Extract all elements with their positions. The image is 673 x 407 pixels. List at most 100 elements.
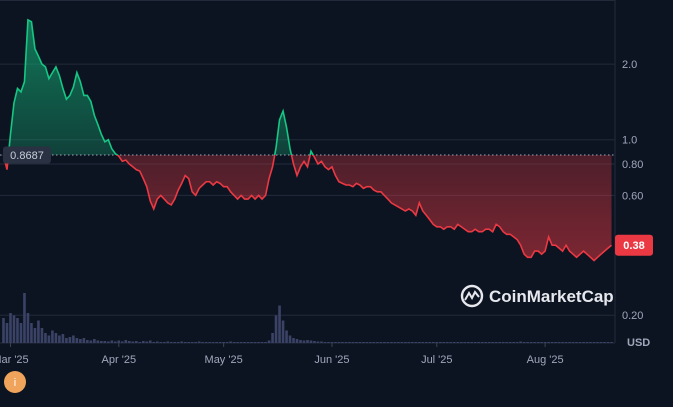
x-tick-label: May '25: [205, 354, 243, 366]
volume-bar: [564, 342, 568, 343]
volume-bar: [37, 320, 40, 343]
volume-bar: [452, 342, 456, 343]
volume-bar: [344, 342, 348, 343]
volume-bar: [383, 342, 386, 343]
volume-bar: [246, 342, 250, 343]
volume-bar: [466, 342, 470, 343]
volume-bar: [320, 341, 323, 343]
y-tick-label: 1.0: [622, 135, 637, 147]
volume-bar: [138, 342, 142, 343]
volume-bar: [337, 342, 341, 343]
volume-bar: [292, 338, 295, 343]
volume-bar: [264, 342, 267, 343]
volume-bar: [2, 318, 5, 343]
volume-bar: [26, 313, 30, 343]
volume-bar: [58, 335, 61, 343]
volume-bar: [211, 342, 215, 343]
volume-bar: [529, 342, 533, 343]
volume-bar: [568, 342, 571, 343]
volume-bar: [606, 342, 610, 343]
volume-bar: [281, 320, 285, 343]
volume-bar: [299, 340, 302, 343]
volume-bar: [232, 342, 236, 343]
volume-bar: [365, 342, 369, 343]
volume-bar: [536, 342, 540, 343]
volume-bar: [393, 342, 397, 343]
volume-bar: [61, 334, 65, 343]
volume-bar: [47, 335, 51, 343]
volume-bar: [341, 342, 344, 343]
currency-unit-label: USD: [627, 337, 650, 349]
volume-bar: [145, 341, 149, 343]
volume-bar: [421, 342, 425, 343]
volume-bar: [494, 342, 498, 343]
volume-bar: [414, 342, 418, 343]
volume-bar: [355, 342, 358, 343]
volume-bar: [379, 342, 383, 343]
volume-bar: [603, 342, 606, 343]
volume-bar: [407, 342, 411, 343]
volume-bar: [187, 342, 191, 343]
volume-bar: [201, 342, 204, 343]
volume-bar: [225, 342, 229, 343]
volume-bar: [271, 333, 274, 343]
volume-bar: [540, 342, 543, 343]
volume-bar: [243, 342, 246, 343]
y-tick-label: 0.80: [622, 159, 643, 171]
volume-bar: [51, 330, 54, 343]
price-line-below-reference: [2, 155, 613, 262]
volume-bar: [351, 342, 355, 343]
price-line-above-reference: [2, 18, 315, 156]
y-tick-label: 2.0: [622, 59, 637, 71]
volume-bar: [596, 342, 599, 343]
volume-bar: [82, 338, 86, 343]
volume-bar: [89, 340, 93, 343]
volume-bar: [386, 342, 390, 343]
volume-bar: [358, 342, 362, 343]
reference-price-tag-bg: [3, 146, 51, 164]
volume-bar: [131, 341, 135, 343]
event-marker[interactable]: i: [4, 371, 26, 393]
volume-bar: [12, 315, 16, 343]
volume-bar: [404, 342, 407, 343]
volume-bar: [418, 342, 421, 343]
volume-bar: [547, 342, 550, 343]
price-area-below-reference: [3, 155, 612, 261]
volume-bar: [107, 341, 110, 343]
volume-bar: [141, 341, 145, 343]
reference-price-label: 0.8687: [10, 150, 44, 162]
volume-bar: [397, 342, 400, 343]
volume-bar: [120, 341, 124, 343]
volume-bar: [229, 341, 232, 343]
volume-bar: [592, 342, 596, 343]
volume-bar: [68, 337, 72, 343]
volume-bar: [533, 342, 536, 343]
volume-bar: [169, 342, 173, 343]
volume-bar: [327, 342, 330, 343]
volume-bar: [54, 333, 58, 343]
brand-watermark: CoinMarketCap: [460, 284, 614, 308]
volume-bar: [267, 340, 271, 343]
y-axis: 2.0 1.0 0.80 0.60 0.20: [622, 59, 643, 322]
volume-bar: [491, 342, 495, 343]
volume-bar: [554, 342, 557, 343]
volume-bar: [65, 338, 68, 343]
brand-name: CoinMarketCap: [489, 287, 614, 306]
volume-bar: [5, 323, 9, 343]
volume-bar: [449, 342, 453, 343]
volume-bar: [522, 342, 526, 343]
volume-bar: [159, 342, 163, 343]
volume-bar: [309, 340, 313, 343]
volume-bar: [498, 342, 501, 343]
volume-bar: [526, 342, 529, 343]
volume-bar: [274, 315, 278, 343]
volume-bar: [127, 341, 131, 343]
volume-bar: [79, 339, 82, 343]
volume-bar: [19, 323, 23, 343]
volume-bar: [114, 341, 117, 343]
volume-bar: [86, 340, 89, 343]
volume-bar: [215, 342, 218, 343]
volume-bar: [487, 342, 491, 343]
